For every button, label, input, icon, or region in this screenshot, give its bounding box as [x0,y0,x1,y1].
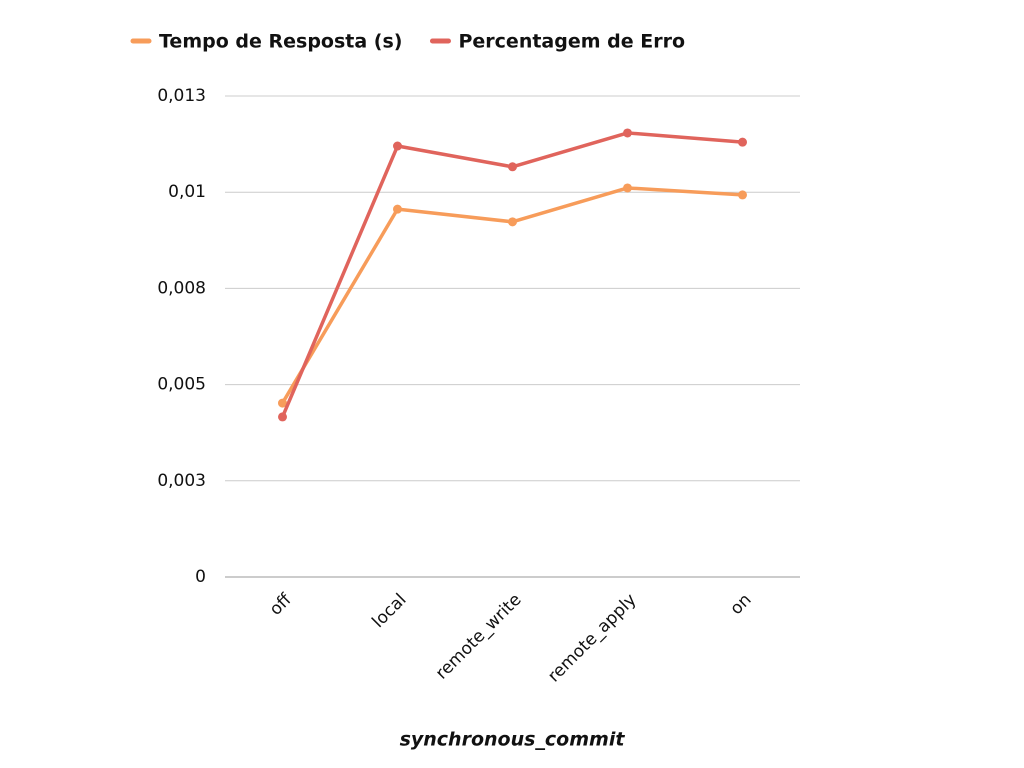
data-point [393,141,402,151]
series-line [280,131,743,418]
x-tick-label: local [368,590,410,632]
x-tick-label: off [266,589,297,620]
data-point [278,412,287,422]
x-tick-label: on [726,590,755,619]
y-tick-label: 0,008 [157,278,206,298]
legend-label: Tempo de Resposta (s) [159,31,402,53]
data-point [623,183,632,193]
data-point [278,398,287,408]
y-tick-label: 0,005 [157,375,206,395]
data-point [738,190,747,200]
y-tick-label: 0 [195,567,206,587]
data-point [623,128,632,138]
y-tick-label: 0,01 [168,182,206,202]
legend-label: Percentagem de Erro [458,31,685,53]
x-axis-title: synchronous_commit [400,729,626,751]
y-tick-label: 0,003 [157,471,206,491]
x-tick-label: remote_apply [544,590,640,686]
y-tick-label: 0,013 [157,86,206,106]
x-tick-label: remote_write [432,590,526,684]
data-point [393,204,402,214]
data-point [508,217,517,227]
data-point [508,162,517,172]
data-point [738,137,747,147]
